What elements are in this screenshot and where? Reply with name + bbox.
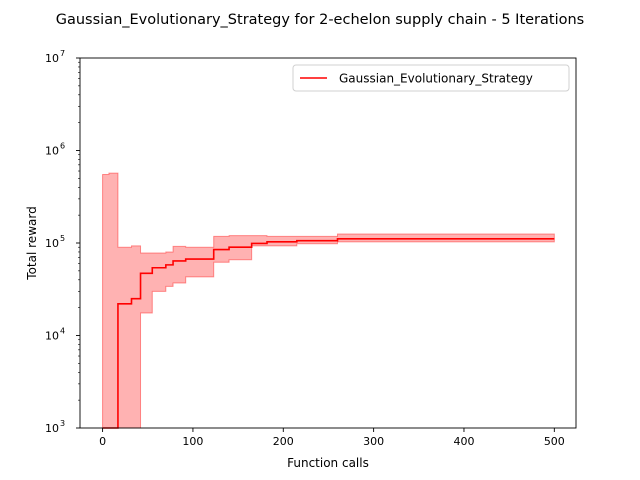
x-tick-label: 300 <box>363 435 384 448</box>
x-tick-label: 400 <box>453 435 474 448</box>
y-axis-label: Total reward <box>25 206 39 280</box>
y-tick-label: 10 <box>45 422 59 435</box>
series-mean-line <box>102 238 555 429</box>
y-tick-label-exponent: 5 <box>60 234 65 243</box>
x-tick-label: 200 <box>273 435 294 448</box>
y-tick-label: 10 <box>45 52 59 65</box>
legend-box <box>292 64 570 92</box>
y-tick-label: 10 <box>45 237 59 250</box>
y-tick-label-exponent: 6 <box>60 142 65 151</box>
chart-title: Gaussian_Evolutionary_Strategy for 2-ech… <box>56 12 585 28</box>
series-confidence-band <box>102 172 555 429</box>
x-tick-label: 500 <box>544 435 565 448</box>
y-tick-label: 10 <box>45 330 59 343</box>
legend-label: Gaussian_Evolutionary_Strategy <box>339 72 533 86</box>
x-tick-label: 0 <box>99 435 106 448</box>
legend: Gaussian_Evolutionary_Strategy <box>292 64 570 92</box>
y-tick-label-exponent: 7 <box>60 49 65 58</box>
y-tick-label: 10 <box>45 145 59 158</box>
plot-area <box>102 172 555 429</box>
x-axis-label: Function calls <box>287 456 369 470</box>
x-axis-ticks: 0 100 200 300 400 500 <box>99 428 565 448</box>
y-tick-label-exponent: 3 <box>60 419 65 428</box>
y-tick-label-exponent: 4 <box>60 327 65 336</box>
x-tick-label: 100 <box>182 435 203 448</box>
